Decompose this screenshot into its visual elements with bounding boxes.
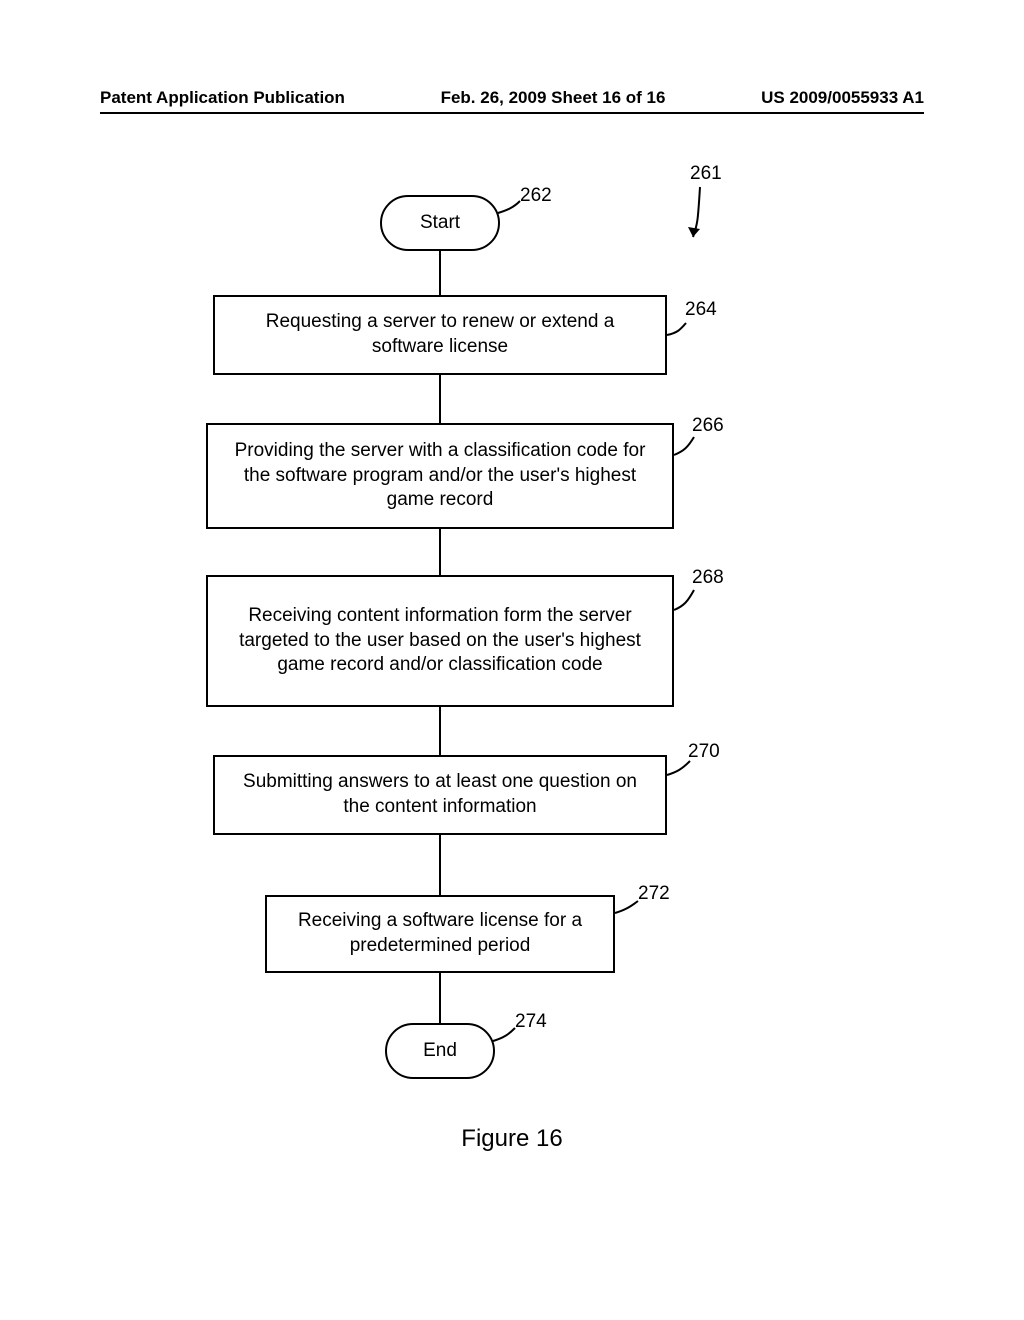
header-rule: [100, 112, 924, 114]
header-pubnum: US 2009/0055933 A1: [761, 88, 924, 108]
header-date-sheet: Feb. 26, 2009 Sheet 16 of 16: [441, 88, 666, 108]
flowchart-figure: 261 Start 262 Requesting a server to ren…: [100, 165, 924, 1245]
leader-end: [100, 165, 620, 1105]
header-publication: Patent Application Publication: [100, 88, 345, 108]
page-header: Patent Application Publication Feb. 26, …: [0, 88, 1024, 108]
figure-caption: Figure 16: [100, 1125, 924, 1153]
